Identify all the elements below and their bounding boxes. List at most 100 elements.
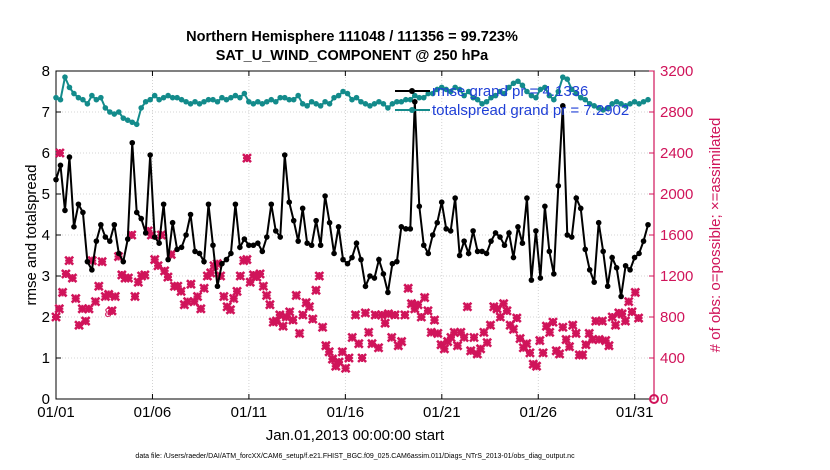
totalspread-point: [380, 101, 387, 107]
obs-count-marker: [317, 322, 328, 333]
obs-count-marker: [83, 303, 94, 314]
rmse-point: [192, 248, 198, 255]
totalspread-point: [407, 96, 414, 103]
rmse-point: [420, 242, 427, 249]
rmse-point: [62, 207, 68, 214]
rmse-point: [542, 203, 548, 210]
rmse-point: [326, 219, 333, 226]
y-tick-label: 1: [42, 350, 50, 367]
rmse-point: [560, 103, 566, 109]
rmse-point: [53, 176, 59, 183]
obs-count-marker: [176, 286, 186, 297]
totalspread-point: [290, 96, 297, 103]
y-tick-label-right: 800: [660, 309, 685, 326]
obs-count-marker: [311, 285, 321, 296]
totalspread-point: [425, 90, 432, 97]
y-tick-label-right: 0: [660, 391, 668, 408]
rmse-point: [573, 195, 580, 201]
obs-count-marker: [423, 305, 433, 316]
obs-count-marker: [344, 353, 354, 363]
rmse-point: [353, 240, 360, 246]
totalspread-point: [57, 96, 64, 103]
x-axis: 01/01 01/06 01/11 01/16 01/21 01/26 01/31: [37, 71, 653, 421]
totalspread-point: [281, 94, 288, 101]
totalspread-point: [524, 88, 530, 95]
rmse-point: [600, 248, 606, 255]
obs-count-marker: [557, 322, 568, 333]
obs-count-marker: [80, 316, 91, 327]
y-tick-label-right: 2400: [660, 145, 693, 162]
totalspread-point: [228, 94, 234, 101]
obs-count-marker: [501, 305, 512, 316]
totalspread-point: [546, 92, 553, 99]
totalspread-point: [102, 105, 109, 111]
totalspread-point: [398, 98, 405, 105]
totalspread-point: [573, 90, 580, 97]
rmse-point: [272, 228, 279, 234]
y-tick-label-right: 1600: [660, 227, 693, 244]
totalspread-point: [317, 103, 324, 109]
totalspread-point: [299, 101, 306, 107]
rmse-point: [133, 209, 140, 216]
totalspread-point: [241, 90, 248, 97]
totalspread-point: [84, 101, 91, 107]
rmse-point: [640, 238, 647, 244]
y-axis-label-right: # of obs: o=possible; ×=assimilated: [707, 118, 724, 353]
totalspread-point: [160, 94, 167, 101]
rmse-point: [564, 232, 571, 238]
obs-count-marker: [297, 310, 308, 320]
rmse-point: [201, 258, 207, 265]
legend: rmse grand pr = 4.1336 totalspread grand …: [395, 83, 629, 119]
obs-count-marker: [538, 347, 549, 358]
totalspread-point: [474, 96, 481, 103]
chart-title: Northern Hemisphere 111048 / 111356 = 99…: [186, 29, 518, 64]
obs-count-marker: [531, 361, 542, 372]
rmse-point: [398, 224, 405, 230]
totalspread-point: [492, 92, 499, 99]
totalspread-point: [120, 115, 127, 121]
obs-count-marker: [363, 327, 374, 338]
totalspread-point: [62, 74, 68, 80]
obs-count-marker: [110, 291, 121, 302]
totalspread-point: [147, 96, 153, 103]
obs-count-marker: [373, 342, 384, 353]
totalspread-point: [66, 84, 73, 91]
obs-outlier-marker: [54, 148, 65, 158]
obs-count-marker: [521, 338, 532, 349]
obs-count-marker: [577, 350, 588, 360]
totalspread-point: [156, 96, 162, 103]
totalspread-point: [542, 84, 548, 91]
obs-count-marker: [130, 291, 140, 302]
rmse-point: [232, 201, 239, 208]
rmse-point: [344, 260, 351, 267]
obs-count-marker: [607, 312, 618, 322]
data-file-footnote: data file: /Users/raeder/DAI/ATM_forcXX/…: [135, 453, 575, 460]
obs-count-marker: [429, 315, 440, 325]
y-tick-label: 6: [42, 145, 50, 162]
rmse-point: [425, 250, 432, 257]
obs-outlier-marker: [649, 394, 659, 404]
rmse-point: [434, 219, 441, 226]
totalspread-point: [183, 98, 189, 105]
rmse-point: [205, 201, 212, 208]
rmse-point: [604, 283, 611, 290]
totalspread-point: [295, 92, 301, 99]
obs-count-marker: [561, 334, 572, 345]
totalspread-point: [577, 94, 584, 101]
totalspread-point: [93, 96, 100, 103]
obs-count-marker: [241, 254, 252, 265]
y-axis-label: rmse and totalspread: [23, 165, 40, 306]
rmse-point: [246, 242, 252, 249]
rmse-point: [613, 265, 620, 271]
totalspread-point: [98, 94, 104, 101]
obs-count-marker: [630, 287, 641, 298]
totalspread-point: [169, 94, 176, 101]
totalspread-point: [564, 76, 571, 82]
totalspread-point: [71, 90, 77, 97]
y-tick-label-right: 400: [660, 350, 685, 367]
x-tick-label: 01/26: [519, 404, 557, 421]
totalspread-point: [124, 117, 131, 123]
totalspread-point: [331, 94, 337, 101]
obs-count-marker: [64, 255, 75, 266]
totalspread-point: [151, 92, 158, 99]
